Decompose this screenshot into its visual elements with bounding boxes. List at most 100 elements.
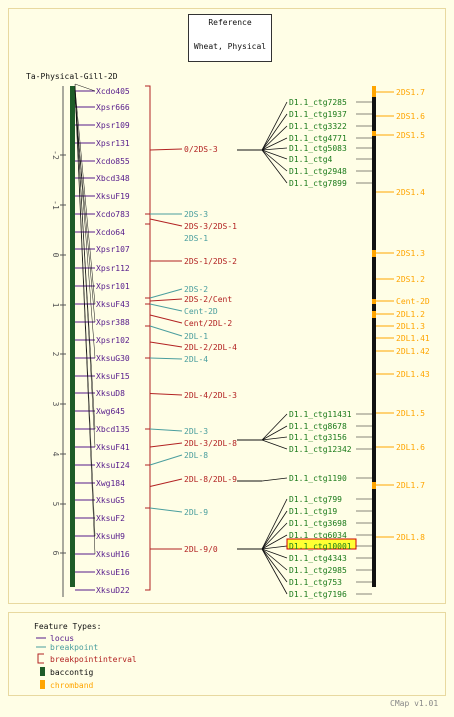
locus-label[interactable]: XksuG30: [96, 354, 130, 363]
contig-label[interactable]: D1.1_ctg4343: [289, 554, 347, 563]
locus-label[interactable]: XksuF2: [96, 514, 125, 523]
breakpoint-interval-bracket[interactable]: [145, 223, 151, 299]
chrom-band-segment[interactable]: [372, 482, 376, 489]
chrom-band-label[interactable]: 2DS1.4: [396, 188, 425, 197]
chrom-band-label[interactable]: 2DS1.2: [396, 275, 425, 284]
contig-label[interactable]: D1.1_ctg4: [289, 155, 333, 164]
locus-label[interactable]: Xcdo783: [96, 210, 130, 219]
locus-label[interactable]: Xpsr107: [96, 245, 130, 254]
contig-label[interactable]: D1.1_ctg3698: [289, 519, 347, 528]
chrom-band-segment[interactable]: [372, 131, 376, 136]
chrom-band-segment[interactable]: [372, 299, 376, 304]
contig-label[interactable]: D1.1_ctg1937: [289, 110, 347, 119]
chrom-band-label[interactable]: 2DL1.5: [396, 409, 425, 418]
locus-label[interactable]: XksuD8: [96, 389, 125, 398]
chrom-band-label[interactable]: 2DS1.5: [396, 131, 425, 140]
breakpoint-interval-bracket[interactable]: [145, 464, 151, 509]
contig-label[interactable]: D1.1_ctg2985: [289, 566, 347, 575]
chrom-band-label[interactable]: Cent-2D: [396, 297, 430, 306]
locus-label[interactable]: Xpsr101: [96, 282, 130, 291]
breakpoint-label[interactable]: 2DL-4: [184, 355, 208, 364]
locus-label[interactable]: Xbcd348: [96, 174, 130, 183]
locus-label[interactable]: XksuG5: [96, 496, 125, 505]
interval-label[interactable]: 2DS-2/Cent: [184, 295, 232, 304]
chrom-band-segment[interactable]: [372, 86, 376, 97]
breakpoint-label[interactable]: Cent-2D: [184, 307, 218, 316]
map-title[interactable]: Ta-Physical-Gill-2D: [26, 72, 118, 81]
contig-label[interactable]: D1.1_ctg1190: [289, 474, 347, 483]
interval-label[interactable]: 2DS-1/2DS-2: [184, 257, 237, 266]
breakpoint-interval-bracket[interactable]: [145, 428, 151, 466]
locus-label[interactable]: Xwg184: [96, 479, 125, 488]
breakpoint-label[interactable]: 2DL-1: [184, 332, 208, 341]
contig-label[interactable]: D1.1_ctg799: [289, 495, 342, 504]
chrom-band-label[interactable]: 2DL1.6: [396, 443, 425, 452]
interval-label[interactable]: 2DL-3/2DL-8: [184, 439, 237, 448]
locus-label[interactable]: Xbcd135: [96, 425, 130, 434]
contig-label[interactable]: D1.1_ctg8678: [289, 422, 347, 431]
contig-label[interactable]: D1.1_ctg2948: [289, 167, 347, 176]
chrom-band-label[interactable]: 2DS1.6: [396, 112, 425, 121]
contig-label[interactable]: D1.1_ctg3156: [289, 433, 347, 442]
interval-label[interactable]: Cent/2DL-2: [184, 319, 232, 328]
contig-label[interactable]: D1.1_ctg753: [289, 578, 342, 587]
chrom-band-label[interactable]: 2DL1.43: [396, 370, 430, 379]
chrom-band-label[interactable]: 2DL1.3: [396, 322, 425, 331]
locus-label[interactable]: Xcdo855: [96, 157, 130, 166]
breakpoint-label[interactable]: 2DL-8: [184, 451, 208, 460]
locus-label[interactable]: Xpsr112: [96, 264, 130, 273]
contig-label[interactable]: D1.1_ctg11431: [289, 410, 352, 419]
contig-label[interactable]: D1.1_ctg7196: [289, 590, 347, 599]
breakpoint-interval-bracket[interactable]: [145, 357, 151, 430]
chrom-band-label[interactable]: 2DL1.42: [396, 347, 430, 356]
breakpoint-label[interactable]: 2DS-1: [184, 234, 208, 243]
locus-label[interactable]: XksuH16: [96, 550, 130, 559]
chrom-band-label[interactable]: 2DL1.2: [396, 310, 425, 319]
breakpoint-interval-bracket[interactable]: [145, 213, 151, 225]
breakpoint-interval-bracket[interactable]: [145, 507, 151, 591]
breakpoint-interval-bracket[interactable]: [145, 325, 151, 359]
chrom-band-label[interactable]: 2DL1.41: [396, 334, 430, 343]
contig-label[interactable]: D1.1_ctg19: [289, 507, 337, 516]
contig-label[interactable]: D1.1_ctg3322: [289, 122, 347, 131]
contig-label[interactable]: D1.1_ctg5083: [289, 144, 347, 153]
locus-label[interactable]: XksuF15: [96, 372, 130, 381]
breakpoint-label[interactable]: 2DL-3: [184, 427, 208, 436]
locus-label[interactable]: XksuF41: [96, 443, 130, 452]
locus-label[interactable]: Xpsr102: [96, 336, 130, 345]
contig-label[interactable]: D1.1_ctg7899: [289, 179, 347, 188]
interval-label[interactable]: 2DL-8/2DL-9: [184, 475, 237, 484]
contig-label[interactable]: D1.1_ctg7285: [289, 98, 347, 107]
locus-label[interactable]: XksuF19: [96, 192, 130, 201]
contig-label[interactable]: D1.1_ctg10001: [289, 542, 352, 551]
breakpoint-interval-bracket[interactable]: [145, 85, 151, 215]
locus-label[interactable]: XksuI24: [96, 461, 130, 470]
chromosome-bar[interactable]: [372, 86, 376, 587]
locus-label[interactable]: XksuH9: [96, 532, 125, 541]
chrom-band-label[interactable]: 2DL1.7: [396, 481, 425, 490]
breakpoint-label[interactable]: 2DS-3: [184, 210, 208, 219]
chrom-band-segment[interactable]: [372, 250, 376, 257]
interval-label[interactable]: 2DL-2/2DL-4: [184, 343, 237, 352]
locus-label[interactable]: Xwg645: [96, 407, 125, 416]
breakpoint-interval-bracket[interactable]: [145, 297, 151, 305]
interval-label[interactable]: 2DL-9/0: [184, 545, 218, 554]
interval-label[interactable]: 2DS-3/2DS-1: [184, 222, 237, 231]
interval-label[interactable]: 0/2DS-3: [184, 145, 218, 154]
breakpoint-interval-bracket[interactable]: [145, 303, 151, 327]
locus-label[interactable]: Xcdo64: [96, 228, 125, 237]
locus-label[interactable]: XksuE16: [96, 568, 130, 577]
chrom-band-segment[interactable]: [372, 311, 376, 318]
locus-label[interactable]: Xpsr388: [96, 318, 130, 327]
locus-label[interactable]: Xpsr131: [96, 139, 130, 148]
interval-label[interactable]: 2DL-4/2DL-3: [184, 391, 237, 400]
contig-label[interactable]: D1.1_ctg12342: [289, 445, 352, 454]
locus-label[interactable]: Xpsr109: [96, 121, 130, 130]
locus-label[interactable]: Xpsr666: [96, 103, 130, 112]
locus-label[interactable]: XksuD22: [96, 586, 130, 595]
contig-label[interactable]: D1.1_ctg6034: [289, 531, 347, 540]
contig-label[interactable]: D1.1_ctg4771: [289, 134, 347, 143]
breakpoint-label[interactable]: 2DL-9: [184, 508, 208, 517]
locus-label[interactable]: XksuF43: [96, 300, 130, 309]
breakpoint-label[interactable]: 2DS-2: [184, 285, 208, 294]
